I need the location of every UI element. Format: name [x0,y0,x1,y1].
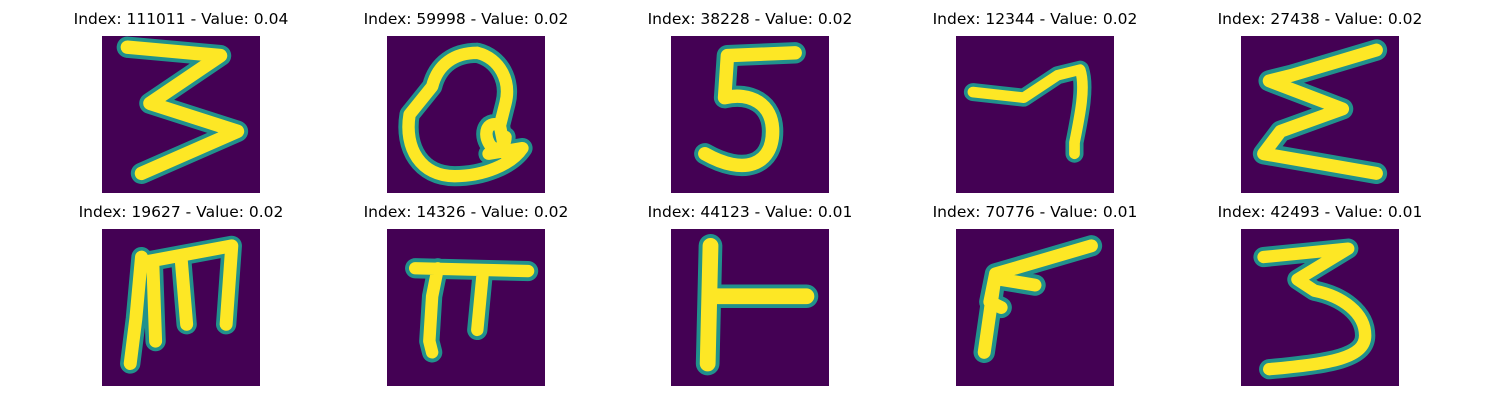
digit-image [387,229,545,386]
digit-image [671,36,829,193]
panel-title: Index: 42493 - Value: 0.01 [1171,203,1469,221]
panel-title: Index: 19627 - Value: 0.02 [32,203,330,221]
panel-title: Index: 14326 - Value: 0.02 [317,203,615,221]
panel-title: Index: 70776 - Value: 0.01 [886,203,1184,221]
panel-title: Index: 111011 - Value: 0.04 [32,10,330,28]
panel-title: Index: 27438 - Value: 0.02 [1171,10,1469,28]
digit-image [671,229,829,386]
digit-image [102,36,260,193]
digit-image [1241,36,1399,193]
digit-image [956,36,1114,193]
digit-image [387,36,545,193]
digit-image [1241,229,1399,386]
digit-image [956,229,1114,386]
panel-title: Index: 59998 - Value: 0.02 [317,10,615,28]
panel-title: Index: 12344 - Value: 0.02 [886,10,1184,28]
panel-title: Index: 44123 - Value: 0.01 [601,203,899,221]
panel-title: Index: 38228 - Value: 0.02 [601,10,899,28]
digit-image [102,229,260,386]
